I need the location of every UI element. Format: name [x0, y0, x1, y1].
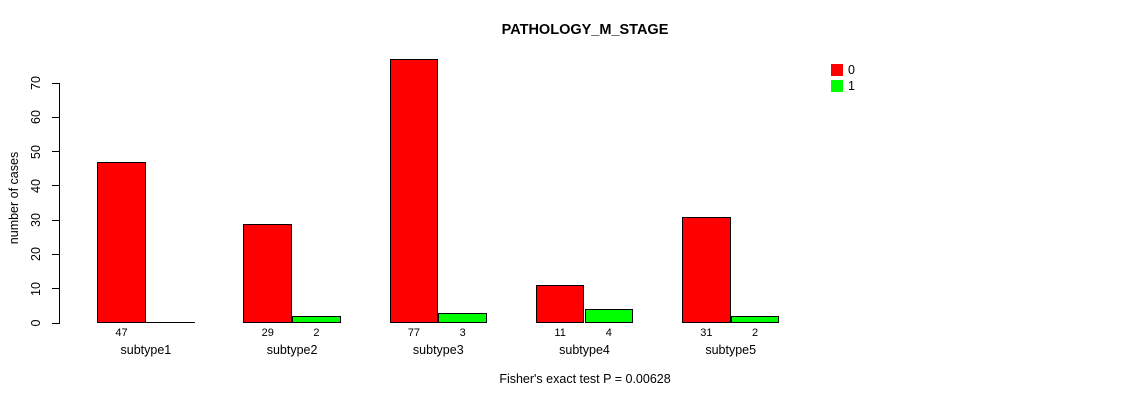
legend-swatch-0 — [831, 64, 843, 76]
y-tick-label-70: 70 — [29, 76, 43, 90]
y-tick-60 — [52, 116, 59, 118]
category-label-subtype3: subtype3 — [412, 343, 464, 357]
y-tick-30 — [52, 219, 59, 221]
bar-subtype2-series0 — [243, 223, 293, 323]
bar-subtype5-series0 — [682, 216, 731, 323]
category-label-subtype5: subtype5 — [705, 343, 757, 357]
bar-count-subtype3-series1: 3 — [459, 327, 466, 339]
bar-count-subtype4-series0: 11 — [554, 327, 566, 339]
bar-subtype1-series1-zero — [145, 322, 195, 323]
y-tick-label-20: 20 — [29, 247, 43, 262]
bar-count-subtype4-series1: 4 — [605, 327, 612, 339]
bar-subtype4-series1 — [584, 309, 634, 323]
y-tick-label-10: 10 — [29, 281, 43, 296]
y-tick-40 — [52, 185, 59, 187]
bar-count-subtype2-series0: 29 — [261, 327, 274, 339]
bar-subtype2-series1 — [292, 316, 341, 323]
y-tick-label-40: 40 — [29, 178, 43, 193]
bar-count-subtype2-series1: 2 — [313, 327, 320, 339]
bar-subtype3-series1 — [438, 312, 487, 323]
legend-item-0: 0 — [831, 62, 855, 78]
y-tick-20 — [52, 253, 59, 255]
bar-count-subtype3-series0: 77 — [407, 327, 421, 339]
legend-label-1: 1 — [848, 79, 855, 93]
bar-subtype5-series1 — [730, 316, 780, 323]
y-tick-label-50: 50 — [29, 144, 43, 159]
bar-subtype4-series0 — [535, 285, 585, 323]
category-label-subtype1: subtype1 — [120, 343, 172, 357]
annotation-text: Fisher's exact test P = 0.00628 — [499, 372, 671, 386]
y-tick-label-0: 0 — [29, 319, 43, 327]
y-tick-label-60: 60 — [29, 110, 43, 125]
y-tick-70 — [52, 82, 59, 84]
legend-label-0: 0 — [848, 63, 855, 77]
bar-count-subtype5-series0: 31 — [700, 327, 713, 339]
y-tick-0 — [52, 322, 59, 324]
y-tick-10 — [52, 288, 59, 290]
y-tick-label-30: 30 — [29, 213, 43, 228]
category-label-subtype2: subtype2 — [266, 343, 318, 357]
legend-item-1: 1 — [831, 78, 855, 94]
category-label-subtype4: subtype4 — [559, 343, 610, 357]
bar-count-subtype1-series0: 47 — [115, 327, 128, 339]
chart-title: PATHOLOGY_M_STAGE — [501, 22, 669, 38]
y-tick-50 — [52, 151, 59, 153]
y-axis-line — [59, 83, 60, 324]
bar-subtype1-series0 — [97, 161, 146, 323]
bar-subtype3-series0 — [389, 59, 439, 323]
bar-count-subtype5-series1: 2 — [751, 327, 759, 339]
legend-swatch-1 — [831, 80, 843, 92]
